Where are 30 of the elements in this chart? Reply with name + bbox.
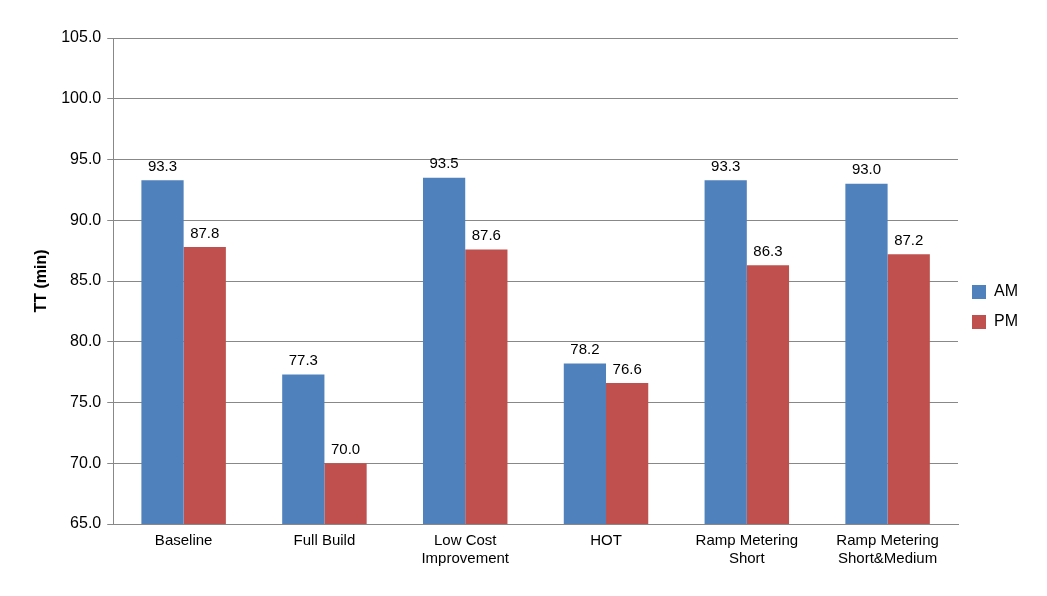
y-tick-label: 65.0 xyxy=(70,514,102,532)
y-tick-label: 70.0 xyxy=(70,453,102,471)
data-label: 93.3 xyxy=(147,156,178,174)
data-label: 93.5 xyxy=(429,154,459,172)
y-tick-label: 105.0 xyxy=(61,28,102,46)
data-label: 76.6 xyxy=(612,359,642,377)
data-label: 93.3 xyxy=(711,156,741,174)
y-axis-title: TT (min) xyxy=(32,249,50,313)
data-label: 70.0 xyxy=(330,439,361,457)
y-tick-label: 80.0 xyxy=(70,332,102,350)
x-tick-label: Baseline xyxy=(154,531,213,549)
y-tick-label: 75.0 xyxy=(70,392,102,410)
x-tick-label: Low Cost Improvement xyxy=(421,531,510,567)
x-tick-label: HOT xyxy=(590,531,622,549)
y-tick-label: 90.0 xyxy=(70,210,102,228)
data-label: 87.8 xyxy=(190,223,220,241)
x-tick-label: Ramp Metering Short xyxy=(695,531,799,567)
x-tick-label: Full Build xyxy=(293,531,356,549)
data-label: 77.3 xyxy=(288,351,318,369)
data-label: 87.2 xyxy=(894,230,924,248)
x-tick-label: Ramp Metering Short&Medium xyxy=(836,531,939,567)
y-tick-label: 85.0 xyxy=(70,271,102,289)
legend-label: PM xyxy=(994,312,1018,330)
data-label: 78.2 xyxy=(570,340,600,358)
data-label: 93.0 xyxy=(851,160,882,178)
data-label: 86.3 xyxy=(753,241,783,259)
data-label: 87.6 xyxy=(471,226,501,244)
y-tick-label: 100.0 xyxy=(61,89,102,107)
y-tick-label: 95.0 xyxy=(70,149,102,167)
legend-label: AM xyxy=(994,282,1018,300)
